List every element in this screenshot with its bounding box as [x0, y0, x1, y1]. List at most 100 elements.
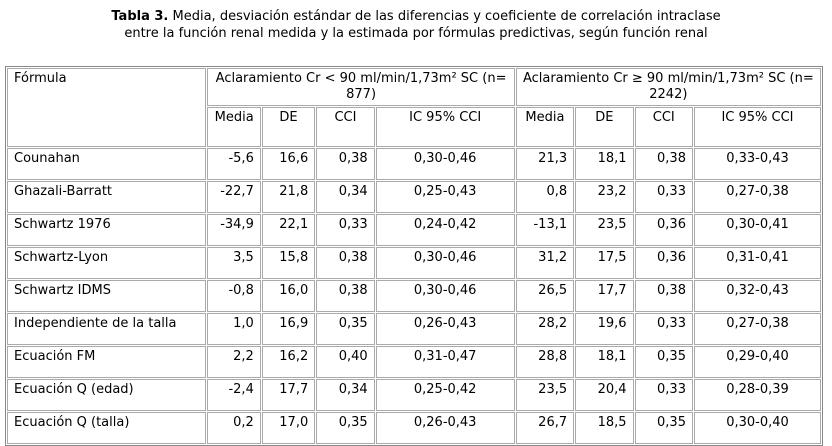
table-cell: 0,24-0,42	[375, 214, 515, 246]
table-cell: IC 95% CCI	[693, 107, 821, 147]
table-cell: 15,8	[261, 247, 316, 279]
table-cell: 0,38	[316, 247, 375, 279]
table-cell: 0,38	[316, 280, 375, 312]
table-row: Media DE CCI IC 95% CCI Media DE CCI IC 95% CCI	[7, 107, 821, 147]
table-cell: 0,34	[316, 181, 375, 213]
table-row: Schwartz-Lyon 3,5 15,8 0,38 0,30-0,46 31,2 17,…	[7, 247, 821, 279]
table-cell: 0,35	[316, 313, 375, 345]
table-cell: 0,33	[634, 379, 693, 411]
table-title: Tabla 3. Media, desviación estándar de l…	[0, 8, 832, 42]
table-cell: Media	[515, 107, 575, 147]
table-cell: 0,40	[316, 346, 375, 378]
table-cell: -2,4	[207, 379, 261, 411]
table-cell: 18,1	[575, 346, 634, 378]
table-cell: IC 95% CCI	[375, 107, 515, 147]
table-row: Fórmula Aclaramiento Cr < 90 ml/min/1,73m…	[7, 68, 821, 147]
table-cell: 20,4	[575, 379, 634, 411]
table-cell: 22,1	[261, 214, 316, 246]
table-cell: 0,30-0,46	[375, 280, 515, 312]
table-cell: Aclaramiento Cr < 90 ml/min/1,73m² SC (n…	[207, 68, 515, 106]
table-cell: 28,8	[515, 346, 575, 378]
table-cell: 0,35	[634, 346, 693, 378]
table-cell: 16,9	[261, 313, 316, 345]
table-cell: 0,2	[207, 412, 261, 444]
table-cell: 0,8	[515, 181, 575, 213]
table-cell: 0,27-0,38	[693, 313, 821, 345]
table-cell: -5,6	[207, 148, 261, 180]
table-cell: 0,30-0,46	[375, 148, 515, 180]
table-cell: 0,26-0,43	[375, 412, 515, 444]
table-cell: 0,36	[634, 247, 693, 279]
table-cell: 17,7	[575, 280, 634, 312]
table-cell: 18,1	[575, 148, 634, 180]
table-cell: 0,33	[634, 313, 693, 345]
title-line: Media, desviación estándar de las difere…	[172, 9, 721, 24]
table-cell: Ghazali-Barratt	[7, 181, 207, 213]
table-cell: 16,0	[261, 280, 316, 312]
table-cell: DE	[261, 107, 316, 147]
table-cell: -0,8	[207, 280, 261, 312]
table-cell: 23,2	[575, 181, 634, 213]
table-cell: 16,6	[261, 148, 316, 180]
table-cell: Counahan	[7, 148, 207, 180]
table-cell: Fórmula	[7, 68, 207, 147]
table-cell: 0,32-0,43	[693, 280, 821, 312]
table-cell: 0,38	[634, 148, 693, 180]
table-cell: 21,8	[261, 181, 316, 213]
table-cell: 19,6	[575, 313, 634, 345]
table-cell: 0,25-0,43	[375, 181, 515, 213]
table-cell: DE	[575, 107, 634, 147]
table-cell: CCI	[316, 107, 375, 147]
table-row: Ghazali-Barratt -22,7 21,8 0,34 0,25-0,43 0,8…	[7, 181, 821, 213]
table-cell: 0,29-0,40	[693, 346, 821, 378]
table-cell: 2,2	[207, 346, 261, 378]
table-cell: 18,5	[575, 412, 634, 444]
table-cell: 0,31-0,41	[693, 247, 821, 279]
table-row: Ecuación Q (talla) 0,2 17,0 0,35 0,26-0,43 26…	[7, 412, 821, 444]
table-row: Schwartz IDMS -0,8 16,0 0,38 0,30-0,46 26,5 17…	[7, 280, 821, 312]
table-row: Independiente de la talla 1,0 16,9 0,35 0,26…	[7, 313, 821, 345]
table-row: Ecuación Q (edad) -2,4 17,7 0,34 0,25-0,42 23…	[7, 379, 821, 411]
table-cell: 0,38	[634, 280, 693, 312]
table-cell: 0,25-0,42	[375, 379, 515, 411]
table-cell: CCI	[634, 107, 693, 147]
table-cell: 26,5	[515, 280, 575, 312]
table-cell: 0,31-0,47	[375, 346, 515, 378]
table-cell: 0,33-0,43	[693, 148, 821, 180]
table-cell: 23,5	[515, 379, 575, 411]
table-row: Schwartz 1976 -34,9 22,1 0,33 0,24-0,42 -13,1…	[7, 214, 821, 246]
table-cell: Ecuación FM	[7, 346, 207, 378]
table-cell: 0,30-0,46	[375, 247, 515, 279]
table-cell: Schwartz 1976	[7, 214, 207, 246]
table-cell: -22,7	[207, 181, 261, 213]
table-cell: 17,0	[261, 412, 316, 444]
table-cell: 31,2	[515, 247, 575, 279]
table-row: Counahan -5,6 16,6 0,38 0,30-0,46 21,3 18,1 0,3…	[7, 148, 821, 180]
table-cell: 0,38	[316, 148, 375, 180]
table-cell: 0,33	[634, 181, 693, 213]
table-cell: Schwartz IDMS	[7, 280, 207, 312]
table-cell: Ecuación Q (talla)	[7, 412, 207, 444]
table-cell: 0,36	[634, 214, 693, 246]
table-cell: 26,7	[515, 412, 575, 444]
table-cell: 17,5	[575, 247, 634, 279]
title-line: entre la función renal medida y la estim…	[124, 26, 708, 41]
table-cell: Media	[207, 107, 261, 147]
page: Tabla 3. Media, desviación estándar de l…	[0, 8, 832, 446]
table-cell: 0,26-0,43	[375, 313, 515, 345]
table-cell: 0,35	[316, 412, 375, 444]
table-cell: 0,30-0,41	[693, 214, 821, 246]
table-cell: 28,2	[515, 313, 575, 345]
title-label: Tabla 3.	[111, 9, 169, 24]
table-cell: -13,1	[515, 214, 575, 246]
table-cell: Independiente de la talla	[7, 313, 207, 345]
table-cell: 0,28-0,39	[693, 379, 821, 411]
table-cell: 0,35	[634, 412, 693, 444]
data-table: Fórmula Aclaramiento Cr < 90 ml/min/1,73m…	[5, 66, 823, 446]
table-cell: 0,33	[316, 214, 375, 246]
table-cell: Aclaramiento Cr ≥ 90 ml/min/1,73m² SC (n…	[515, 68, 821, 106]
table-cell: 0,34	[316, 379, 375, 411]
table-cell: 16,2	[261, 346, 316, 378]
table-cell: 0,27-0,38	[693, 181, 821, 213]
table-cell: -34,9	[207, 214, 261, 246]
